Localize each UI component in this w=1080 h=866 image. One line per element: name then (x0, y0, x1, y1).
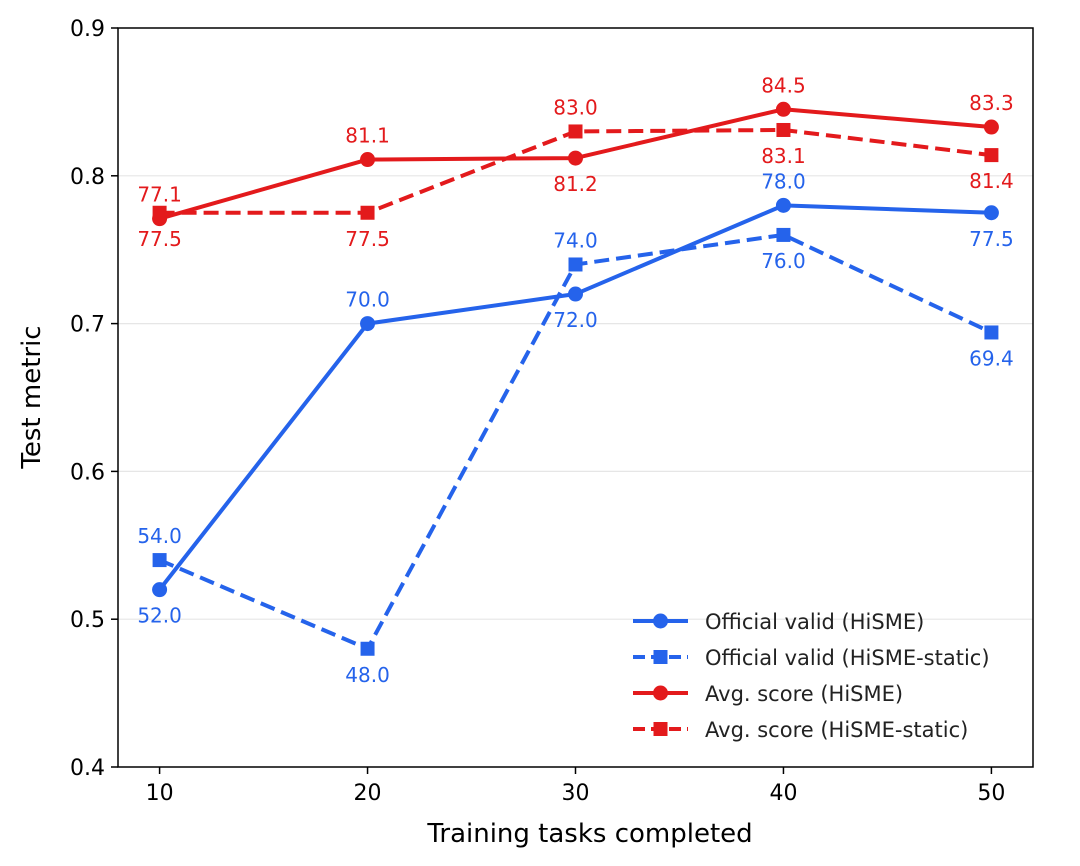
data-label: 74.0 (553, 228, 598, 252)
data-point-square (653, 722, 668, 736)
y-tick-label: 0.8 (70, 165, 105, 190)
data-label: 84.5 (761, 73, 806, 97)
data-point-circle (983, 119, 999, 135)
data-point-circle (775, 101, 791, 117)
data-point-circle (152, 582, 168, 598)
series-1 (152, 197, 999, 598)
data-label: 52.0 (137, 604, 182, 628)
data-point-circle (653, 613, 668, 629)
data-label: 83.0 (553, 95, 598, 119)
legend-label: Avg. score (HiSME) (705, 682, 903, 706)
series-3 (152, 101, 999, 227)
data-point-circle (568, 286, 583, 302)
legend-label: Avg. score (HiSME-static) (705, 718, 968, 742)
data-label: 77.5 (137, 227, 182, 251)
series-4 (152, 122, 999, 220)
x-tick-label: 40 (769, 781, 797, 806)
data-label: 72.0 (553, 308, 598, 332)
data-label: 54.0 (137, 524, 182, 548)
legend: Official valid (HiSME) Official valid (Hi… (633, 610, 990, 742)
x-tick-label: 20 (354, 781, 382, 806)
data-point-circle (360, 316, 376, 332)
legend-label: Official valid (HiSME-static) (705, 646, 990, 670)
data-label: 69.4 (969, 346, 1014, 370)
data-label: 83.1 (761, 144, 806, 168)
y-tick-label: 0.5 (70, 608, 105, 633)
y-tick-label: 0.6 (70, 460, 105, 485)
x-axis-title: Training tasks completed (426, 819, 752, 849)
data-label: 78.0 (761, 169, 806, 193)
data-label: 81.1 (345, 124, 390, 148)
data-point-square (152, 553, 167, 568)
data-label: 77.1 (137, 183, 182, 207)
series-2 (152, 227, 999, 656)
y-tick-label: 0.4 (70, 756, 105, 781)
legend-entry: Official valid (HiSME) (633, 610, 924, 634)
y-axis-title: Test metric (17, 325, 47, 469)
data-point-square (653, 650, 668, 664)
data-point-square (360, 641, 375, 656)
legend-entry: Avg. score (HiSME) (633, 682, 903, 706)
data-labels: 52.0 70.0 72.0 78.0 77.5 54.0 48.0 74.0 76.0 69.4… (137, 73, 1013, 686)
data-label: 48.0 (345, 663, 390, 687)
y-tick-label: 0.7 (70, 313, 105, 338)
y-tick-label: 0.9 (70, 17, 105, 42)
data-label: 81.4 (969, 169, 1014, 193)
legend-entry: Avg. score (HiSME-static) (633, 718, 968, 742)
data-label: 77.5 (969, 227, 1014, 251)
data-label: 76.0 (761, 249, 806, 273)
axes: 0.4 0.5 0.6 0.7 0.8 0.9 10 20 30 40 50 (70, 17, 1005, 806)
data-point-circle (653, 685, 668, 701)
data-point-circle (983, 205, 999, 221)
data-point-circle (360, 152, 376, 168)
grid-lines (118, 175, 1033, 620)
data-point-circle (568, 150, 583, 166)
data-point-square (776, 122, 791, 137)
legend-entry: Official valid (HiSME-static) (633, 646, 990, 670)
data-label: 81.2 (553, 172, 598, 196)
x-tick-label: 30 (562, 781, 590, 806)
data-point-square (984, 148, 999, 163)
data-point-square (984, 325, 999, 340)
data-point-square (568, 124, 583, 139)
data-label: 77.5 (345, 227, 390, 251)
series-layer (152, 101, 999, 656)
data-point-square (360, 205, 375, 220)
data-label: 70.0 (345, 288, 390, 312)
legend-label: Official valid (HiSME) (705, 610, 924, 634)
data-point-square (152, 205, 167, 220)
data-label: 83.3 (969, 91, 1014, 115)
x-tick-label: 10 (146, 781, 174, 806)
x-tick-label: 50 (977, 781, 1005, 806)
data-point-circle (775, 197, 791, 213)
data-point-square (568, 257, 583, 272)
data-point-square (776, 227, 791, 242)
